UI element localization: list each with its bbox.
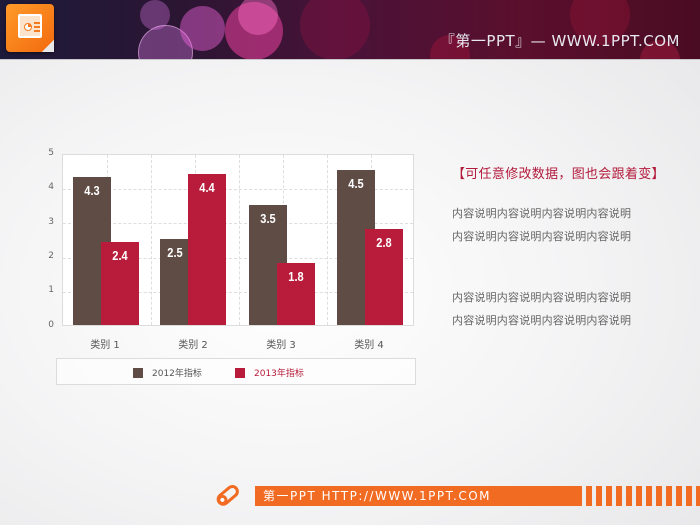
plot-area: 4.3 2.4 2.5 4.4 3.5 1.8 4.5 2.8 [62,154,414,326]
gridline [239,155,240,325]
bar-value-label: 2.4 [112,248,128,263]
x-tick-label: 类别 1 [90,340,120,351]
description-line: 内容说明内容说明内容说明内容说明 [452,291,632,304]
bar-value-label: 4.4 [199,180,215,195]
y-tick-label: 2 [48,251,54,261]
y-tick-label: 4 [48,182,54,192]
bokeh-decoration [640,40,680,59]
gridline [63,258,413,259]
bokeh-decoration [180,6,225,51]
description-line: 内容说明内容说明内容说明内容说明 [452,207,632,220]
powerpoint-icon [6,4,54,52]
bar-value-label: 4.3 [84,183,100,198]
x-tick-label: 类别 3 [266,340,296,351]
legend-label: 2013年指标 [254,369,304,379]
bokeh-decoration [300,0,370,59]
gridline [63,292,413,293]
legend-item-2012[interactable]: 2012年指标 [133,366,202,379]
gridline [327,155,328,325]
legend-swatch-red [235,367,245,378]
bar-2013-cat2[interactable]: 4.4 [188,174,226,325]
bar-2013-cat4[interactable]: 2.8 [365,229,403,325]
side-headline: 【可任意修改数据，图也会跟着变】 [452,167,665,182]
x-tick-label: 类别 4 [354,340,384,351]
gridline [63,223,413,224]
text-lines-icon [34,22,40,33]
chart-legend: 2012年指标 2013年指标 [56,358,416,385]
y-tick-label: 0 [48,320,54,330]
bar-value-label: 2.8 [376,235,392,250]
bar-chart: 5 4 3 2 1 0 4.3 2.4 2.5 4.4 3.5 1.8 [30,145,430,390]
y-tick-label: 1 [48,285,54,295]
description-line: 内容说明内容说明内容说明内容说明 [452,230,632,243]
legend-swatch-brown [133,367,143,378]
bar-value-label: 2.5 [167,245,183,260]
y-tick-label: 5 [48,148,54,158]
pie-chart-icon [24,23,32,31]
bar-2013-cat1[interactable]: 2.4 [101,242,139,325]
bokeh-decoration [225,2,283,59]
legend-item-2013[interactable]: 2013年指标 [235,366,304,379]
bokeh-decoration [238,0,278,35]
y-tick-label: 3 [48,217,54,227]
document-icon [18,14,42,38]
bar-value-label: 3.5 [260,211,276,226]
pencil-icon [216,485,239,506]
header-title: 『第一PPT』— WWW.1PPT.COM [439,32,680,50]
page-fold-icon [42,40,54,52]
header-banner: 『第一PPT』— WWW.1PPT.COM [0,0,700,60]
gridline [63,189,413,190]
footer-url-bar[interactable]: 第一PPT HTTP://WWW.1PPT.COM [255,486,582,506]
description-line: 内容说明内容说明内容说明内容说明 [452,314,632,327]
gridline [151,155,152,325]
x-tick-label: 类别 2 [178,340,208,351]
bar-2013-cat3[interactable]: 1.8 [277,263,315,325]
footer-stripes-decoration [586,486,700,506]
legend-label: 2012年指标 [152,369,202,379]
bar-value-label: 1.8 [288,269,304,284]
bar-value-label: 4.5 [348,176,364,191]
